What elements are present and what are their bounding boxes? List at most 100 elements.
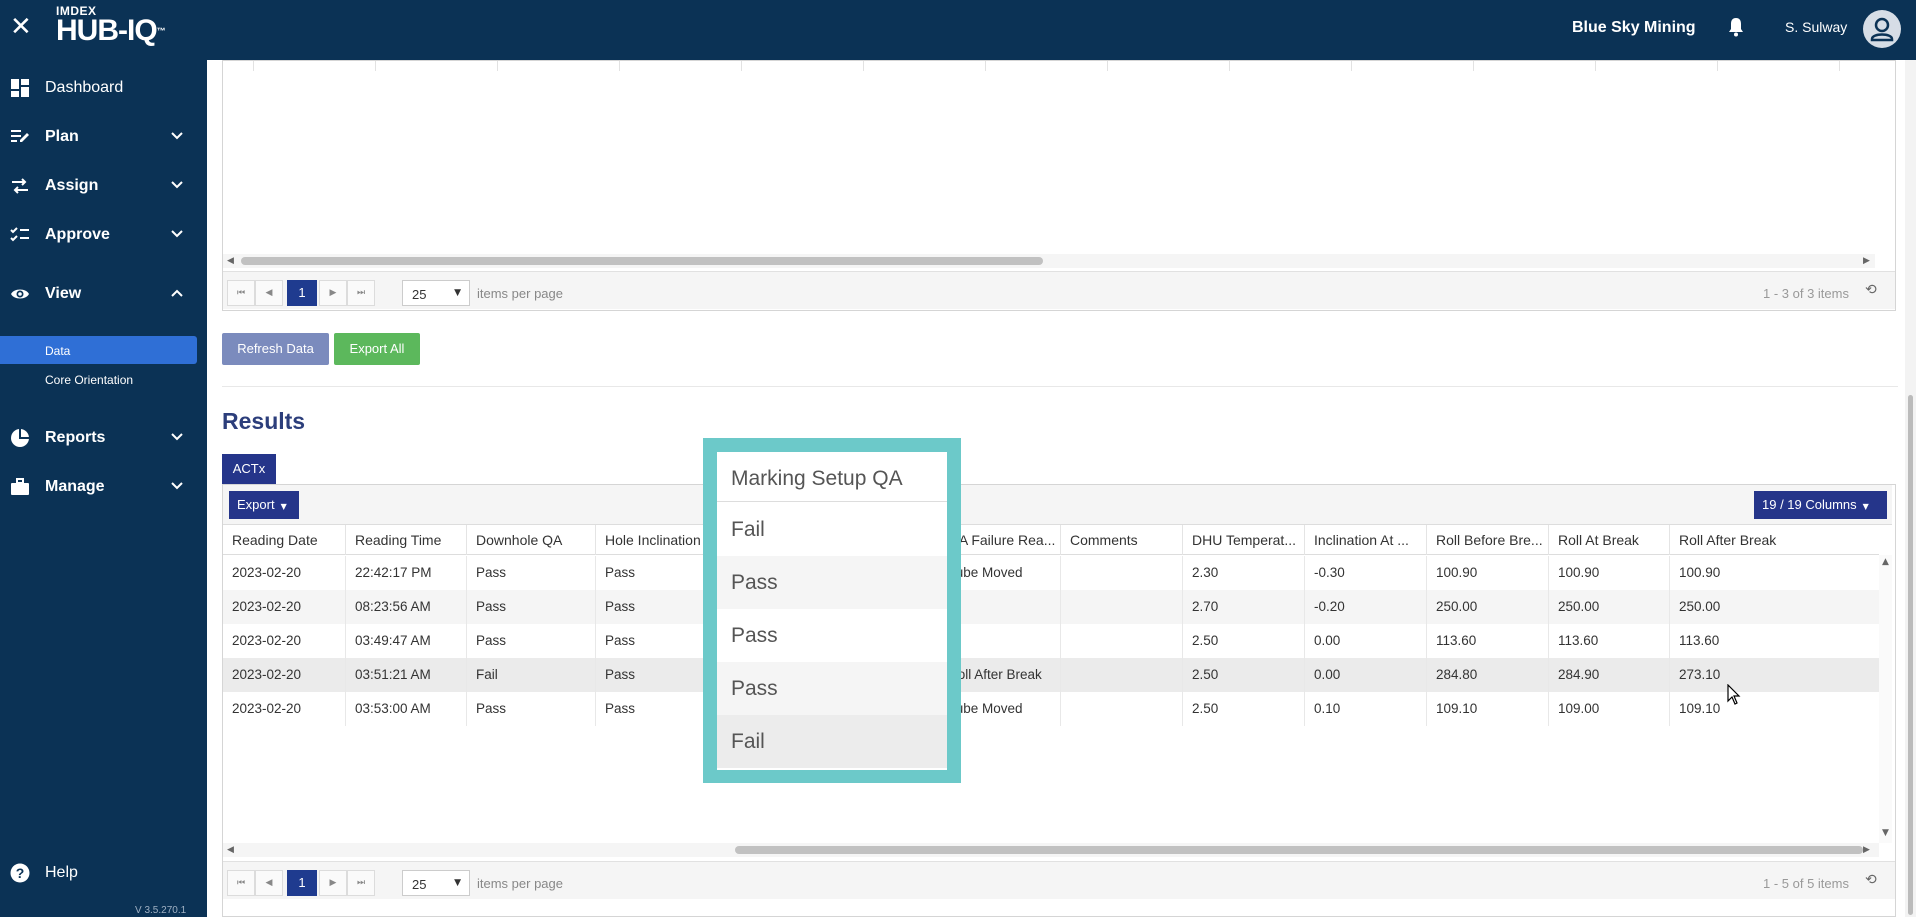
column-header[interactable]: Downhole QA [466,525,595,555]
table-cell: 2023-02-20 [232,565,302,580]
mouse-cursor-icon [1727,683,1741,711]
popup-value: Fail [731,518,765,541]
table-cell: 284.80 [1426,658,1548,692]
results-hscroll[interactable]: ◀ ▶ [223,843,1879,857]
sidebar-subitem-data[interactable]: Data [0,336,197,364]
column-header[interactable]: Reading Date [232,532,318,548]
caret-down-icon: ▼ [280,502,287,511]
column-header[interactable]: Inclination At ... [1304,525,1426,555]
help-icon: ? [10,863,30,883]
tab-actx[interactable]: ACTx [222,454,276,484]
table-cell [1060,692,1182,726]
column-header[interactable]: DHU Temperat... [1182,525,1304,555]
results-table-header: Reading Date Reading Time Downhole QA Ho… [223,525,1879,555]
table-cell: 273.10 [1669,658,1879,692]
page-size-select[interactable]: 25 ▼ [402,870,470,896]
table-row[interactable]: 2023-02-20 08:23:56 AM Pass Pass 2.70 -0.20 25… [223,590,1879,624]
table-cell: Pass [466,692,595,726]
close-icon[interactable]: ✕ [10,12,32,42]
top-grid-column-lines [223,61,1895,73]
last-page-button[interactable]: ⏭ [347,870,375,896]
page-number-button[interactable]: 1 [287,280,317,306]
results-vscroll[interactable]: ▲ ▼ [1879,555,1892,843]
table-cell: Pass [595,624,717,658]
sidebar-item-view[interactable]: View [0,274,207,314]
sidebar-item-assign[interactable]: Assign [0,166,207,206]
items-per-page-label: items per page [477,876,563,891]
table-cell: -0.20 [1304,590,1426,624]
table-cell: -0.30 [1304,556,1426,590]
sidebar-item-plan[interactable]: Plan [0,117,207,157]
page-number-button[interactable]: 1 [287,870,317,896]
table-cell: Pass [595,556,717,590]
caret-down-icon: ▼ [454,288,461,298]
bell-icon[interactable] [1727,16,1745,43]
refresh-icon[interactable]: ⟲ [1865,872,1877,888]
table-cell: 03:53:00 AM [345,692,466,726]
table-cell: Pass [466,590,595,624]
sidebar-item-approve[interactable]: Approve [0,215,207,255]
table-cell: 2.30 [1182,556,1304,590]
table-cell: Pass [595,590,717,624]
prev-page-button[interactable]: ◀ [255,870,283,896]
refresh-icon[interactable]: ⟲ [1865,282,1877,298]
prev-page-button[interactable]: ◀ [255,280,283,306]
sidebar-item-reports[interactable]: Reports [0,418,207,458]
column-header[interactable]: Roll Before Bre... [1426,525,1548,555]
table-row[interactable]: 2023-02-20 03:51:21 AM Fail Pass Roll After … [223,658,1879,692]
refresh-data-button[interactable]: Refresh Data [222,333,329,365]
table-cell: 113.60 [1669,624,1879,658]
table-row[interactable]: 2023-02-20 22:42:17 PM Pass Pass Tube Moved 2… [223,556,1879,590]
export-button[interactable]: Export ▼ [229,491,299,519]
first-page-button[interactable]: ⏮ [227,870,255,896]
caret-down-icon: ▼ [1862,502,1869,511]
last-page-button[interactable]: ⏭ [347,280,375,306]
next-page-button[interactable]: ▶ [319,870,347,896]
table-cell: 22:42:17 PM [345,556,466,590]
chevron-down-icon [171,433,183,441]
top-grid-hscroll[interactable]: ◀ ▶ [223,254,1875,268]
column-header[interactable]: Comments [1060,525,1182,555]
chevron-down-icon [171,181,183,189]
sidebar-item-manage[interactable]: Manage [0,467,207,507]
table-cell: 2.70 [1182,590,1304,624]
sidebar-item-help[interactable]: ? Help [0,853,207,893]
column-header[interactable]: Reading Time [345,525,466,555]
column-header[interactable]: Roll At Break [1548,525,1669,555]
first-page-button[interactable]: ⏮ [227,280,255,306]
company-name[interactable]: Blue Sky Mining [1572,19,1696,36]
dashboard-icon [11,79,29,97]
table-cell: 2023-02-20 [232,599,302,614]
top-grid-panel: ◀ ▶ ⏮ ◀ 1 ▶ ⏭ 25 ▼ items per page 1 - 3 o… [222,60,1896,311]
table-cell: 2.50 [1182,624,1304,658]
table-cell: 109.00 [1548,692,1669,726]
table-cell: 250.00 [1669,590,1879,624]
popup-value: Pass [731,624,778,647]
sidebar-subitem-core-orientation[interactable]: Core Orientation [45,373,134,387]
table-cell: 2023-02-20 [232,633,302,648]
table-row[interactable]: 2023-02-20 03:53:00 AM Pass Pass Tube Moved 2… [223,692,1879,726]
table-cell [1060,624,1182,658]
items-per-page-label: items per page [477,286,563,301]
plan-icon [11,130,29,142]
table-cell: 100.90 [1548,556,1669,590]
username[interactable]: S. Sulway [1785,19,1848,35]
table-cell: Pass [595,692,717,726]
column-header[interactable]: Roll After Break [1669,525,1879,555]
popup-value: Pass [717,556,947,609]
export-all-button[interactable]: Export All [334,333,420,365]
page-scrollbar[interactable] [1905,60,1916,917]
page-size-select[interactable]: 25 ▼ [402,280,470,306]
table-row[interactable]: 2023-02-20 03:49:47 AM Pass Pass 2.50 0.00 113… [223,624,1879,658]
user-icon [1870,17,1894,42]
sidebar-item-dashboard[interactable]: Dashboard [0,68,207,108]
popup-title: Marking Setup QA [717,452,947,502]
avatar[interactable] [1863,10,1901,48]
table-cell: 2023-02-20 [232,701,302,716]
next-page-button[interactable]: ▶ [319,280,347,306]
column-header[interactable]: Hole Inclination [595,525,717,555]
table-cell: 0.00 [1304,658,1426,692]
columns-button[interactable]: 19 / 19 Columns ▼ [1754,491,1887,519]
table-cell: Pass [466,624,595,658]
results-title: Results [222,408,306,434]
